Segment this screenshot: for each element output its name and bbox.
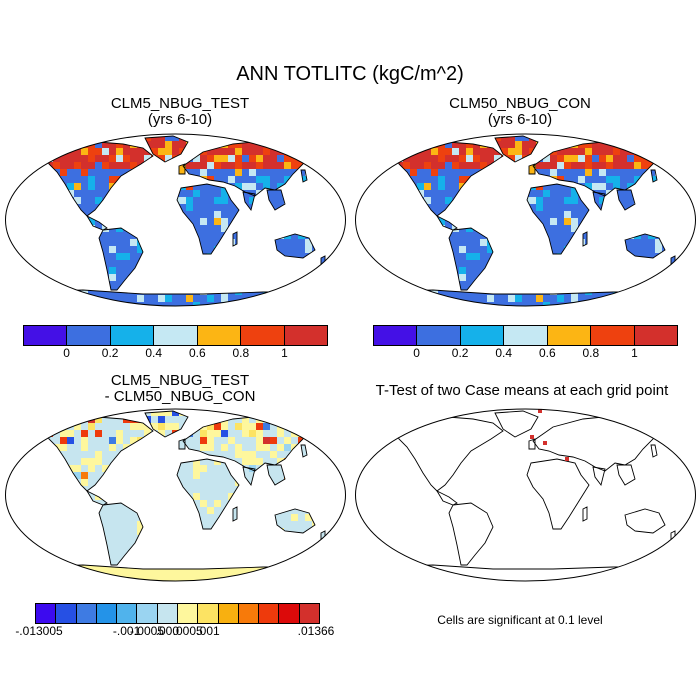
map-ttest-panel (354, 408, 697, 582)
panel-ttest-title: T-Test of two Case means at each grid po… (375, 382, 669, 399)
colorbar-difference-swatch (36, 604, 57, 623)
colorbar-test-swatch (284, 326, 327, 345)
colorbar-difference-swatch (76, 604, 97, 623)
colorbar-control-swatch (504, 326, 548, 345)
colorbar-test-swatch (241, 326, 285, 345)
colorbar-control-swatch (634, 326, 677, 345)
colorbar-difference-swatch (157, 604, 178, 623)
colorbar-difference-tick-label: .000 (155, 624, 179, 638)
map-control-panel (354, 133, 697, 307)
colorbar-difference-swatch (259, 604, 280, 623)
colorbar-test-tick-label: 0.6 (188, 346, 206, 360)
colorbar-control-tick-label: 0.2 (451, 346, 469, 360)
colorbar-difference-swatch (238, 604, 260, 623)
colorbar-control-tick-label: 0.4 (495, 346, 513, 360)
panel-test-title-line1: CLM5_NBUG_TEST (110, 95, 250, 112)
colorbar-test-swatch (154, 326, 198, 345)
colorbar-difference (35, 603, 320, 624)
panel-diff-title: CLM5_NBUG_TEST - CLM50_NBUG_CON (30, 373, 330, 405)
significant-cells (530, 409, 569, 461)
colorbar-difference-tick-label: -.0005 (129, 624, 164, 638)
colorbar-test-tick-label: 0 (63, 346, 70, 360)
colorbar-control (373, 325, 678, 346)
map-border (354, 133, 697, 307)
colorbar-control-tick-label: 0.6 (538, 346, 556, 360)
map-layer (355, 409, 696, 582)
ocean-background (355, 409, 696, 582)
panel-test-title-line2: (yrs 6-10) (147, 111, 213, 128)
colorbar-difference-tick-label: .001 (196, 624, 220, 638)
colorbar-difference-swatch (299, 604, 319, 623)
colorbar-difference-swatch (96, 604, 118, 623)
colorbar-difference-swatch (117, 604, 138, 623)
panel-control-title-line1: CLM50_NBUG_CON (449, 95, 591, 112)
panel-diff-title-line2: - CLM50_NBUG_CON (104, 388, 256, 405)
colorbar-control-swatch (417, 326, 461, 345)
colorbar-difference-swatch (56, 604, 77, 623)
colorbar-difference-tick-label: -.001 (112, 624, 141, 638)
colorbar-difference-swatch (177, 604, 199, 623)
figure-title: ANN TOTLITC (kgC/m^2) (236, 63, 464, 85)
colorbar-difference-swatch (218, 604, 239, 623)
panel-test-title: CLM5_NBUG_TEST (yrs 6-10) (30, 96, 330, 128)
colorbar-difference-tick-label: -.013005 (15, 624, 63, 638)
map-layer (355, 134, 696, 307)
colorbar-control-tick-label: 0.8 (582, 346, 600, 360)
colorbar-control-swatch (547, 326, 592, 345)
map-border (354, 408, 697, 582)
colorbar-difference-swatch (198, 604, 219, 623)
map-test-panel (4, 133, 347, 307)
colorbar-test-tick-label: 1 (281, 346, 288, 360)
colorbar-difference-tick-label: .01366 (297, 624, 335, 638)
map-border (4, 408, 347, 582)
colorbar-control-tick-label: 1 (631, 346, 638, 360)
colorbar-test-swatch (24, 326, 68, 345)
colorbar-test-tick-label: 0.4 (145, 346, 163, 360)
colorbar-test-swatch (67, 326, 111, 345)
coastlines (372, 135, 684, 307)
map-layer (5, 409, 346, 582)
colorbar-control-tick-label: 0 (413, 346, 420, 360)
panel-diff-title-line1: CLM5_NBUG_TEST (110, 372, 250, 389)
map-difference-panel (4, 408, 347, 582)
colorbar-difference-swatch (279, 604, 300, 623)
map-layer (5, 134, 346, 307)
colorbar-control-swatch (374, 326, 418, 345)
colorbar-test (23, 325, 328, 346)
colorbar-control-labels: 0 0.2 0.4 0.6 0.8 1 (373, 346, 678, 362)
colorbar-test-swatch (197, 326, 242, 345)
colorbar-difference-swatch (137, 604, 158, 623)
colorbar-test-tick-label: 0.2 (101, 346, 119, 360)
colorbar-difference-labels: -.013005 -.001 -.0005.000.0005.001 .01366 (15, 624, 334, 640)
colorbar-test-swatch (110, 326, 155, 345)
coastlines (22, 410, 334, 582)
colorbar-difference-tick-label: .0005 (172, 624, 203, 638)
colorbar-test-tick-label: 0.8 (232, 346, 250, 360)
significance-note: Cells are significant at 0.1 level (437, 613, 603, 627)
colorbar-control-swatch (591, 326, 635, 345)
colorbar-control-swatch (460, 326, 505, 345)
panel-control-title: CLM50_NBUG_CON (yrs 6-10) (370, 96, 670, 128)
panel-control-title-line2: (yrs 6-10) (487, 111, 553, 128)
map-border (4, 133, 347, 307)
colorbar-test-labels: 0 0.2 0.4 0.6 0.8 1 (23, 346, 328, 362)
